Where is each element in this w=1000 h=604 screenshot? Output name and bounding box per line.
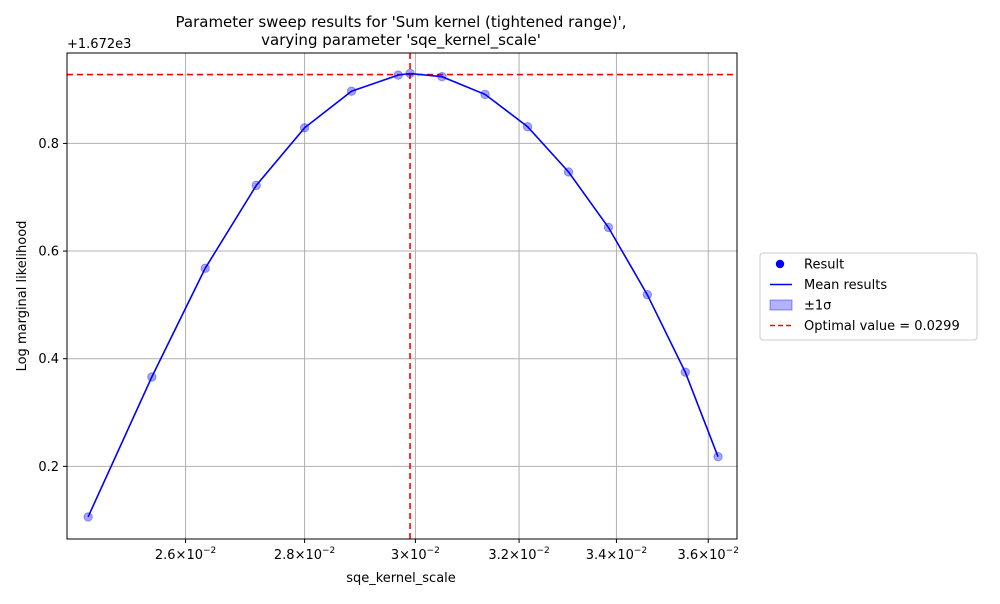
mean-line	[87, 72, 719, 518]
chart-title-line2: varying parameter 'sqe_kernel_scale'	[261, 31, 541, 50]
result-point	[522, 122, 533, 132]
x-tick-label: 3.4×10−2	[586, 546, 647, 563]
result-point	[251, 180, 261, 191]
y-tick-label: 0.2	[38, 460, 59, 475]
y-axis-ticks: 0.2 0.4 0.6 0.8	[38, 137, 67, 475]
legend-label: Result	[804, 258, 844, 273]
plot-area	[67, 53, 737, 539]
legend: Result Mean results ±1σ Optimal value = 0.0…	[759, 252, 978, 341]
y-tick-label: 0.4	[38, 352, 59, 367]
x-tick-label: 3.6×10−2	[678, 546, 739, 563]
x-tick-label: 3×10−2	[391, 546, 440, 563]
result-point	[563, 167, 574, 177]
chart-title-line1: Parameter sweep results for 'Sum kernel …	[176, 13, 627, 31]
y-axis-label: Log marginal likelihood	[15, 221, 30, 372]
legend-label: ±1σ	[804, 299, 831, 314]
result-point	[480, 89, 490, 100]
result-point	[680, 367, 691, 377]
legend-sigma-patch	[769, 299, 793, 311]
x-tick-label: 2.6×10−2	[155, 546, 216, 563]
result-point	[713, 451, 723, 462]
result-point	[603, 222, 614, 233]
y-tick-label: 0.6	[38, 245, 59, 260]
x-tick-label: 3.2×10−2	[488, 546, 549, 563]
result-point	[147, 372, 157, 382]
y-tick-label: 0.8	[38, 137, 59, 152]
plot-frame	[66, 52, 738, 540]
result-point	[405, 68, 415, 79]
y-offset-label: +1.672e3	[67, 37, 131, 52]
x-tick-label: 2.8×10−2	[274, 546, 335, 563]
legend-label: Mean results	[804, 278, 887, 293]
legend-result-marker	[775, 259, 785, 269]
legend-box	[759, 252, 978, 341]
result-point	[393, 70, 403, 80]
grid	[67, 53, 737, 539]
legend-label: Optimal value = 0.0299	[804, 319, 960, 334]
series-group	[83, 68, 723, 522]
x-axis-ticks: 2.6×10−2 2.8×10−2 3×10−2 3.2×10−2 3.4×10−2 3.…	[155, 539, 739, 563]
x-axis-label: sqe_kernel_scale	[346, 571, 456, 586]
result-point	[437, 71, 447, 82]
result-point	[83, 512, 93, 522]
result-point	[200, 263, 210, 273]
result-point	[299, 123, 310, 133]
result-point	[346, 86, 357, 96]
result-point	[642, 289, 653, 300]
